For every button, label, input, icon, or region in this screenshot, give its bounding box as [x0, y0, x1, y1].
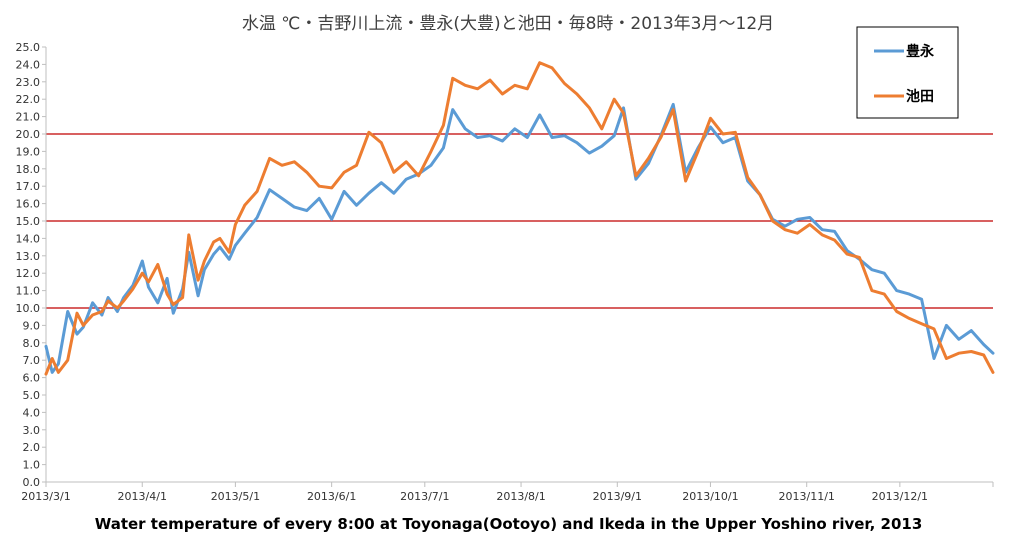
y-tick-label: 22.0 [16, 93, 41, 106]
y-tick-label: 2.0 [23, 441, 41, 454]
y-tick-label: 21.0 [16, 111, 41, 124]
legend-label-1: 豊永 [906, 43, 935, 60]
y-tick-label: 14.0 [16, 232, 41, 245]
series-line-1 [44, 102, 995, 374]
y-tick-label: 4.0 [23, 406, 41, 419]
legend-label-2: 池田 [906, 88, 934, 105]
x-tick-label: 2013/9/1 [593, 490, 642, 503]
series-line-2 [44, 61, 995, 376]
y-tick-label: 8.0 [23, 337, 41, 350]
x-tick-label: 2013/11/1 [779, 490, 835, 503]
x-tick-label: 2013/12/1 [872, 490, 928, 503]
x-tick-label: 2013/8/1 [496, 490, 545, 503]
y-tick-label: 10.0 [16, 302, 41, 315]
x-tick-label: 2013/10/1 [682, 490, 738, 503]
y-tick-label: 16.0 [16, 198, 41, 211]
y-tick-label: 13.0 [16, 250, 41, 263]
y-tick-label: 1.0 [23, 459, 41, 472]
y-tick-label: 5.0 [23, 389, 41, 402]
series-group [44, 61, 995, 376]
x-tick-label: 2013/4/1 [118, 490, 167, 503]
axes [45, 47, 993, 483]
y-tick-label: 3.0 [23, 424, 41, 437]
y-tick-label: 17.0 [16, 180, 41, 193]
y-tick-label: 12.0 [16, 267, 41, 280]
y-tick-label: 23.0 [16, 76, 41, 89]
y-tick-label: 6.0 [23, 372, 41, 385]
chart-caption: Water temperature of every 8:00 at Toyon… [94, 515, 923, 533]
y-tick-label: 9.0 [23, 319, 41, 332]
y-tick-label: 7.0 [23, 354, 41, 367]
y-axis-ticks: 0.0 1.0 2.0 3.0 4.0 5.0 6.0 7.0 8.0 9.0 10.0 11.0 12… [16, 41, 46, 489]
x-tick-label: 2013/7/1 [400, 490, 449, 503]
y-tick-label: 15.0 [16, 215, 41, 228]
y-tick-label: 18.0 [16, 163, 41, 176]
x-axis-ticks: 2013/3/1 2013/4/1 2013/5/1 2013/6/1 2013/7/1… [21, 482, 994, 503]
chart-title: 水温 ℃・吉野川上流・豊永(大豊)と池田・毎8時・2013年3月～12月 [242, 14, 774, 34]
x-tick-label: 2013/3/1 [21, 490, 70, 503]
y-tick-label: 11.0 [16, 285, 41, 298]
reference-lines [46, 133, 993, 309]
x-tick-label: 2013/5/1 [211, 490, 260, 503]
y-tick-label: 25.0 [16, 41, 41, 54]
y-tick-label: 20.0 [16, 128, 41, 141]
legend-box [856, 26, 959, 119]
y-tick-label: 0.0 [23, 476, 41, 489]
y-tick-label: 24.0 [16, 58, 41, 71]
y-tick-label: 19.0 [16, 145, 41, 158]
x-tick-label: 2013/6/1 [307, 490, 356, 503]
